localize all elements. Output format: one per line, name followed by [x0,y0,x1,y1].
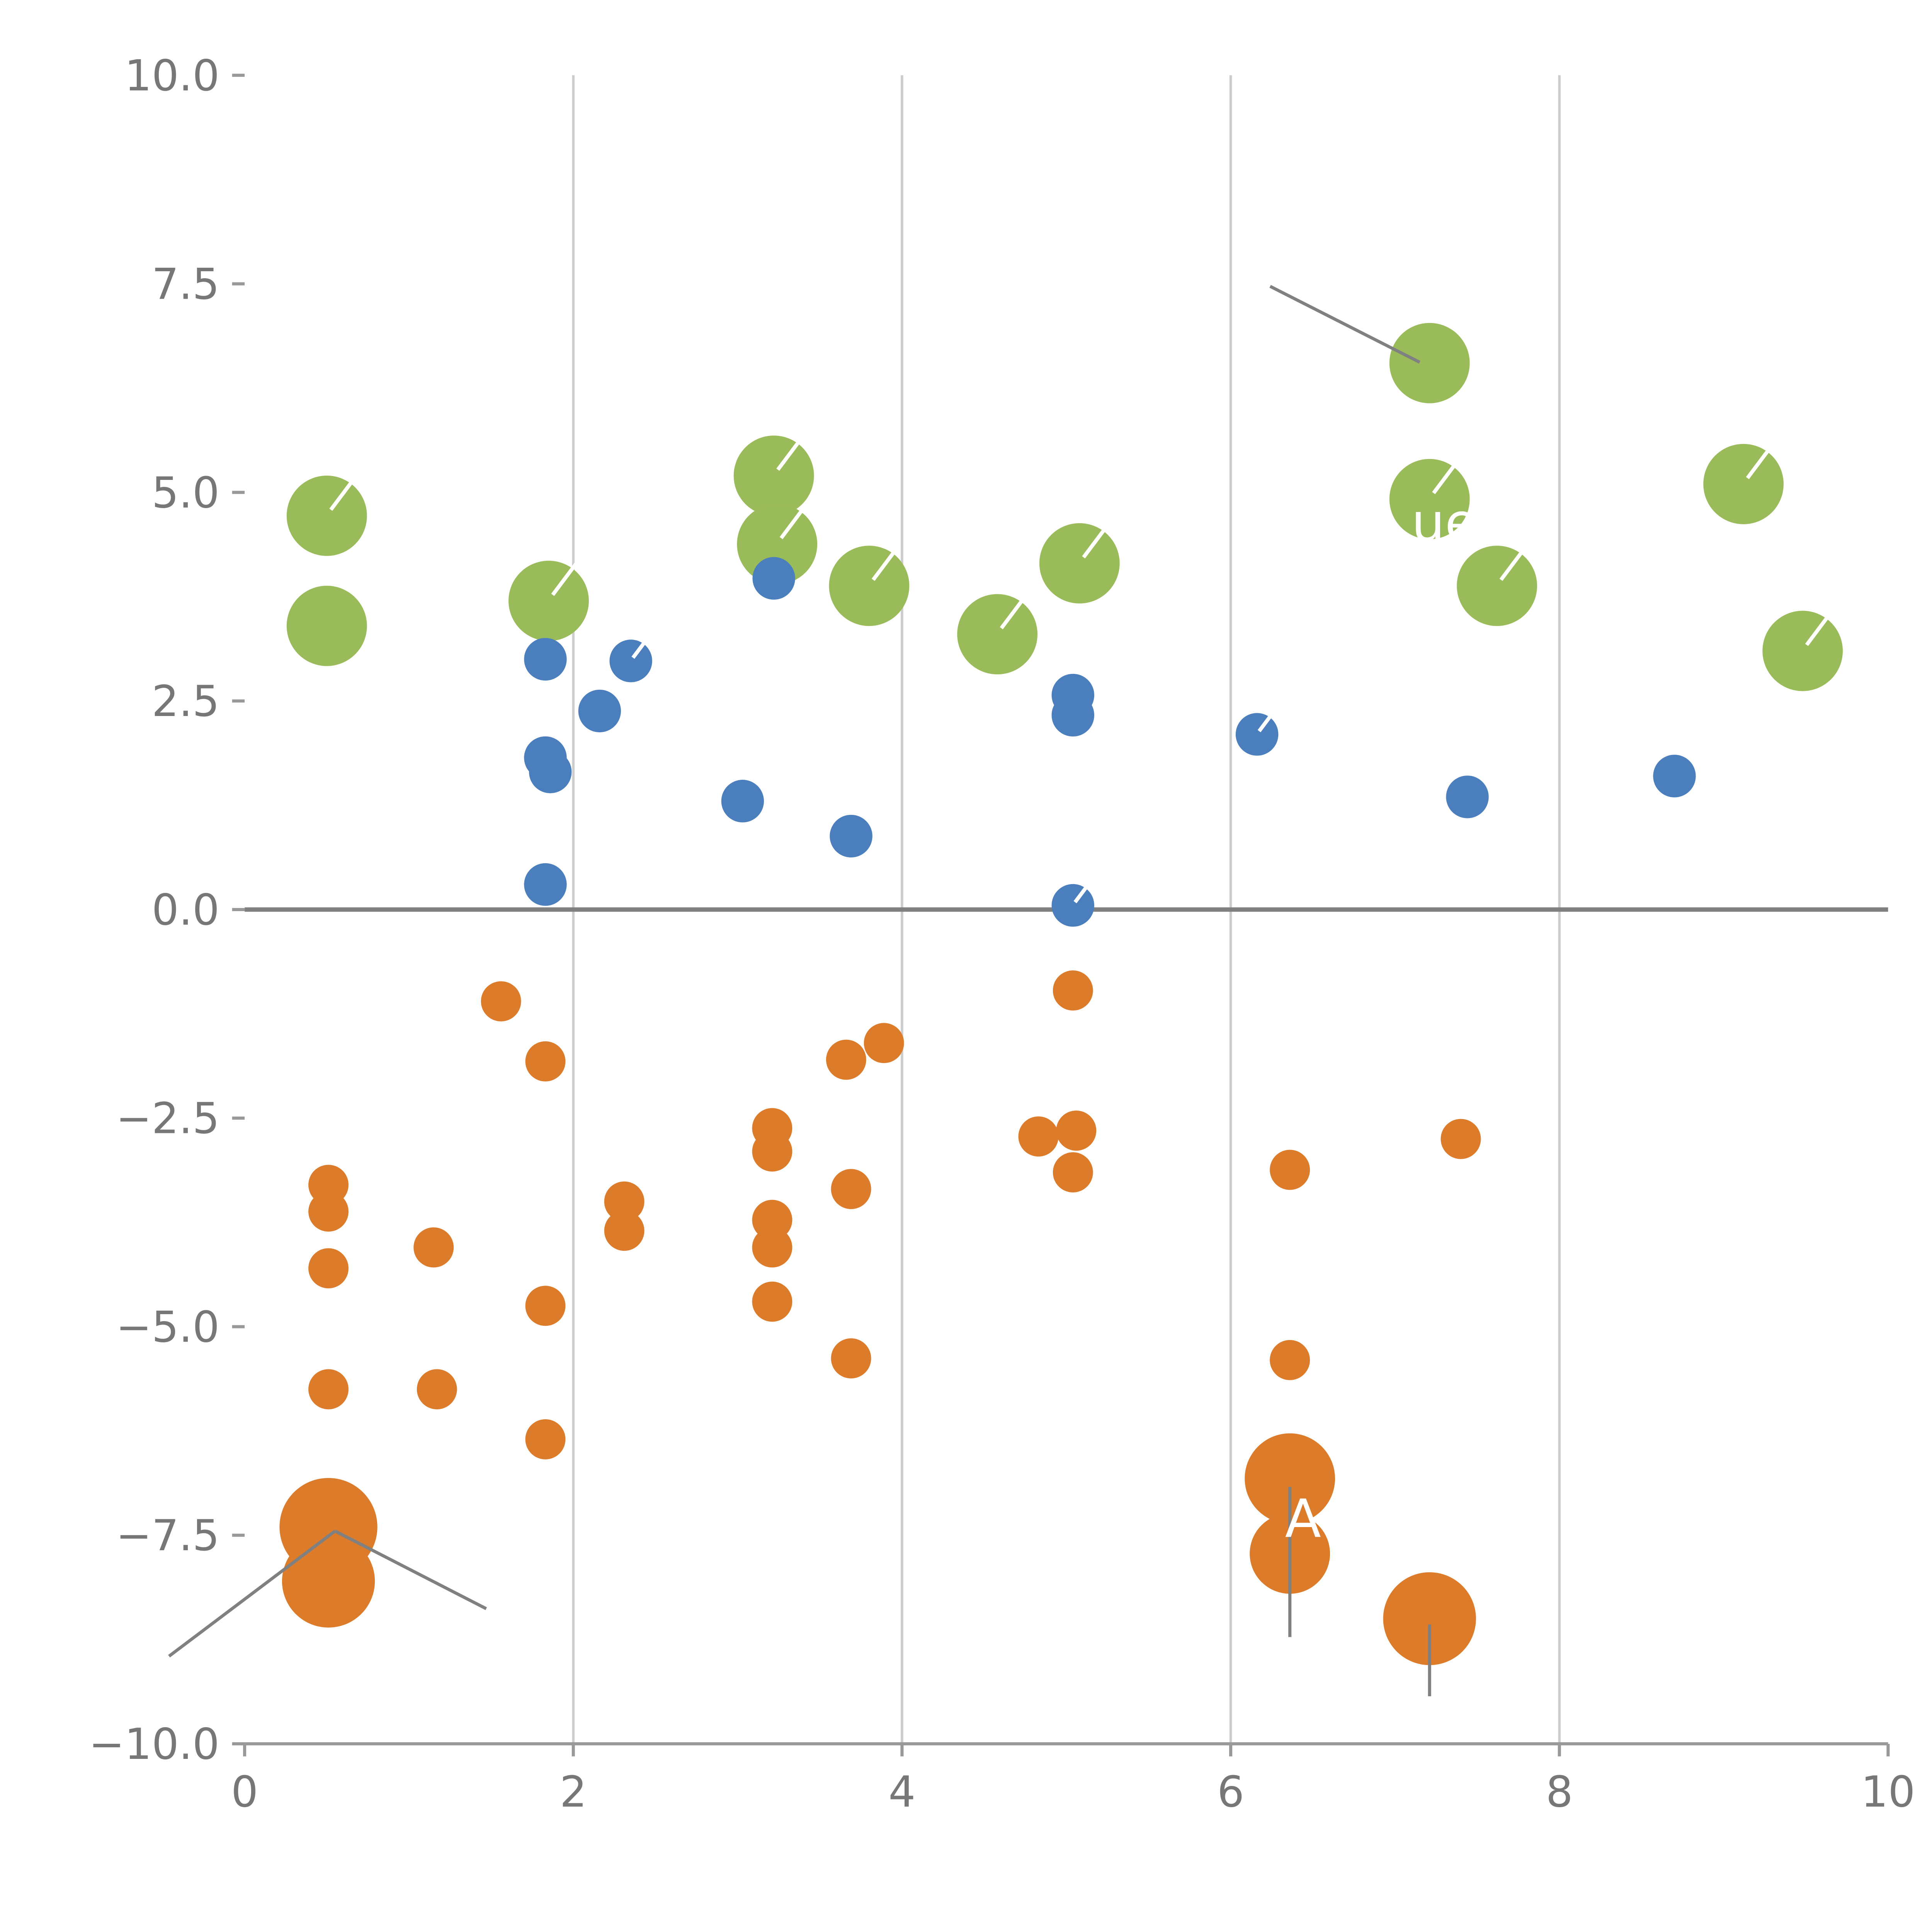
data-point-green [1457,546,1537,626]
data-point-orange [308,1191,349,1232]
data-point-orange [413,1227,454,1268]
data-point-green [737,504,818,585]
data-point-blue [1051,694,1094,737]
data-point-blue [524,863,567,906]
data-point-orange [752,1227,793,1268]
data-point-orange [1053,1152,1093,1192]
series-orange [279,970,1481,1665]
data-point-orange [308,1248,349,1289]
y-tick-label: 10.0 [124,51,219,101]
data-point-blue [524,638,567,681]
data-point-orange [525,1286,566,1326]
series-blue [524,557,1696,927]
annotation-leader-line [334,1529,487,1610]
data-point-blue [721,780,764,823]
series-green [286,323,1843,691]
x-tick-label: 6 [1217,1767,1244,1817]
data-point-orange [831,1338,871,1379]
data-point-orange [604,1181,645,1222]
data-point-blue [1235,713,1279,756]
data-point-orange [1440,1119,1481,1159]
data-point-green [286,475,367,556]
x-tick-label: 2 [560,1767,587,1817]
data-point-blue [578,689,621,733]
data-point-green [1389,323,1470,403]
data-point-orange [1270,1150,1310,1190]
x-tick-label: 4 [888,1767,915,1817]
data-point-orange [282,1534,375,1628]
y-tick-label: −2.5 [116,1094,219,1144]
white-leader-fragment [1499,546,1527,581]
data-point-orange [481,981,521,1022]
y-tick-label: −7.5 [116,1511,219,1561]
y-tick-label: 5.0 [152,468,220,518]
data-point-orange [1383,1572,1476,1665]
white-leader-fragment [1746,445,1773,480]
white-leader-fragment [776,436,804,471]
data-point-orange [308,1369,349,1410]
data-point-orange [1018,1116,1059,1157]
data-point-orange [752,1281,793,1322]
white-leader-fragment [1805,611,1832,646]
data-point-green [509,561,589,641]
data-point-green [1039,523,1120,604]
data-point-green [1703,444,1784,524]
data-point-blue [1446,776,1489,818]
data-point-orange [604,1211,645,1251]
data-point-orange [864,1023,904,1063]
white-leader-fragments [329,436,1832,903]
data-point-blue [830,815,872,858]
y-tick-label: −10.0 [89,1720,219,1769]
y-tick-label: 7.5 [152,260,220,310]
data-point-orange [1270,1340,1310,1380]
white-leader-fragment [329,476,357,511]
data-point-blue [1051,884,1094,927]
data-point-green [1762,611,1843,691]
y-tick-label: −5.0 [116,1303,219,1352]
data-point-blue [1653,755,1696,798]
data-point-orange [752,1131,793,1172]
data-point-blue [609,639,652,682]
data-point-green [286,585,367,666]
annotation-leader-line [168,1530,336,1658]
annotation-labels: Aue [1285,492,1478,1550]
white-leader-fragment [871,546,899,581]
data-point-orange [417,1369,457,1410]
data-point-orange [1056,1111,1097,1151]
white-leader-fragment [1073,884,1090,903]
white-leader-fragment [1432,460,1459,494]
x-tick-label: 0 [231,1767,258,1817]
data-point-orange [1245,1433,1335,1524]
y-axis: 10.0 7.5 5.0 2.5 0.0 −2.5 −5.0 −7.5 −10.0 [89,51,245,1769]
y-tick-label: 0.0 [152,886,220,935]
annotation-label: ue [1412,492,1477,554]
white-leader-fragment [1257,713,1274,733]
annotation-leader-lines [168,285,1431,1696]
data-point-green [733,435,814,516]
data-point-orange [752,1200,793,1240]
data-point-orange [525,1419,566,1459]
white-leader-fragment [1000,595,1027,629]
data-point-blue [529,750,572,793]
data-point-blue [752,557,795,600]
white-leader-fragment [1082,524,1109,559]
annotation-leader-line [1269,285,1421,364]
data-point-orange [1053,970,1093,1011]
data-point-green [829,546,910,626]
white-leader-fragment [551,561,578,596]
x-tick-label: 10 [1861,1767,1915,1817]
data-point-green [957,594,1037,675]
data-point-orange [826,1039,866,1080]
y-tick-label: 2.5 [152,677,220,726]
annotation-label: A [1285,1488,1321,1550]
data-point-orange [831,1169,871,1209]
white-leader-fragment [631,639,648,659]
x-axis: 0 2 4 6 8 10 [231,1743,1915,1817]
data-point-orange [525,1041,566,1082]
x-tick-label: 8 [1546,1767,1573,1817]
data-point-green [1389,459,1470,539]
white-leader-fragment [779,505,807,539]
